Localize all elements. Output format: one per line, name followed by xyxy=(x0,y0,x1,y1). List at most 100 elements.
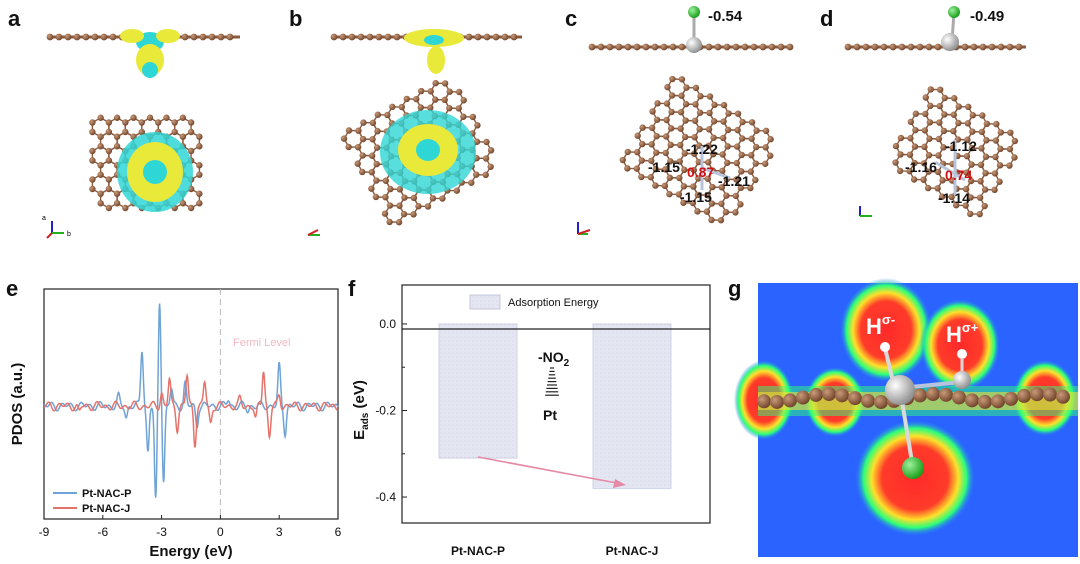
carbon-atom xyxy=(770,394,784,409)
carbon-atom xyxy=(981,186,989,193)
carbon-atom xyxy=(970,43,978,51)
carbon-atom xyxy=(55,33,63,41)
carbon-atom xyxy=(963,169,970,176)
carbon-atom xyxy=(381,210,389,217)
carbon-atom xyxy=(720,101,728,109)
carbon-atom xyxy=(669,75,676,83)
carbon-atom xyxy=(690,183,697,190)
chlorine-atom-d xyxy=(948,6,960,18)
carbon-atom xyxy=(732,209,739,216)
carbon-atom xyxy=(762,127,770,135)
carbon-atom xyxy=(934,43,942,51)
charge-c-left: -1.15 xyxy=(648,159,680,175)
carbon-atom xyxy=(667,141,674,149)
carbon-atom xyxy=(911,143,919,150)
carbon-atom xyxy=(680,183,688,190)
carbon-atom xyxy=(697,93,704,100)
carbon-atom xyxy=(809,387,823,402)
ads-bar-pt-nac-p xyxy=(438,323,518,459)
carbon-atom xyxy=(723,43,731,51)
ads-legend: Adsorption Energy xyxy=(469,294,599,310)
carbon-atom xyxy=(648,141,655,148)
carbon-atom xyxy=(907,135,914,142)
panel-a-top-view xyxy=(89,114,203,212)
carbon-atom xyxy=(105,157,113,164)
carbon-atom xyxy=(678,92,685,99)
carbon-atom xyxy=(907,43,915,51)
carbon-atom xyxy=(64,33,72,41)
carbon-atom xyxy=(368,185,375,192)
carbon-atom xyxy=(768,43,776,51)
carbon-atom xyxy=(796,390,810,405)
carbon-atom xyxy=(718,184,726,191)
carbon-atom xyxy=(345,127,353,134)
panel-letter-d: d xyxy=(820,6,834,31)
carbon-atom xyxy=(747,184,754,192)
carbon-atom xyxy=(696,125,703,133)
carbon-atom xyxy=(187,147,195,155)
carbon-atom xyxy=(926,119,934,126)
carbon-atom xyxy=(89,176,96,183)
carbon-atom xyxy=(968,144,976,152)
carbon-atom xyxy=(473,138,481,145)
pdos-series-pt-nac-j xyxy=(43,371,339,448)
carbon-atom xyxy=(427,104,434,111)
carbon-atom xyxy=(862,43,870,51)
carbon-atom xyxy=(988,43,996,51)
carbon-atom xyxy=(718,200,725,207)
carbon-atom xyxy=(669,43,677,51)
carbon-atom xyxy=(492,33,500,41)
carbon-atom xyxy=(1011,137,1019,145)
carbon-atom xyxy=(677,141,684,149)
carbon-atom xyxy=(187,119,195,126)
carbon-atom xyxy=(196,171,203,178)
carbon-atom xyxy=(89,157,96,164)
carbon-atom xyxy=(89,147,96,155)
carbon-atom xyxy=(939,177,946,184)
carbon-atom xyxy=(963,153,971,160)
panel-letter-e: e xyxy=(6,276,19,301)
pdos-x-tick-label: 6 xyxy=(335,525,342,539)
carbon-atom xyxy=(927,86,934,93)
carbon-atom xyxy=(1006,145,1014,153)
carbon-atom xyxy=(374,111,382,118)
legend-pt-nac-j: Pt-NAC-J xyxy=(82,503,130,515)
carbon-atom xyxy=(739,118,746,126)
carbon-atom xyxy=(97,190,104,197)
panel-b-side-view xyxy=(330,29,522,74)
carbon-atom xyxy=(705,159,712,166)
carbon-atom xyxy=(199,33,207,41)
carbon-atom xyxy=(661,182,669,190)
carbon-atom xyxy=(871,43,879,51)
carbon-atom xyxy=(360,119,367,126)
pt-atom-c xyxy=(686,37,702,53)
charge-d-top: -1.12 xyxy=(945,138,977,154)
carbon-atom xyxy=(1006,43,1014,51)
axis-label-a: a xyxy=(42,215,46,222)
carbon-atom xyxy=(724,159,731,166)
carbon-atom xyxy=(682,117,689,124)
carbon-atom xyxy=(694,208,701,215)
carbon-atom xyxy=(666,174,674,181)
inset-metal-label: Pt xyxy=(543,407,557,423)
carbon-atom xyxy=(105,119,113,126)
carbon-atom xyxy=(935,152,942,159)
carbon-atom xyxy=(926,135,933,142)
carbon-atom xyxy=(910,176,918,183)
carbon-atom xyxy=(925,151,933,159)
ads-category-label: Pt-NAC-P xyxy=(451,544,505,558)
carbon-atom xyxy=(460,97,467,104)
carbon-atom xyxy=(455,105,462,112)
carbon-atom xyxy=(955,119,962,127)
carbon-atom xyxy=(196,200,203,207)
carbon-atom xyxy=(921,127,929,134)
carbon-atom xyxy=(395,219,403,226)
carbon-atom xyxy=(924,184,932,192)
carbon-atom xyxy=(950,127,957,135)
carbon-atom xyxy=(940,127,948,135)
panel-d-top-view: -1.12 -1.16 0.74 -1.14 xyxy=(892,86,1019,218)
carbon-atom xyxy=(122,119,129,126)
axis-label-b: b xyxy=(67,231,71,238)
carbon-atom xyxy=(911,159,918,167)
